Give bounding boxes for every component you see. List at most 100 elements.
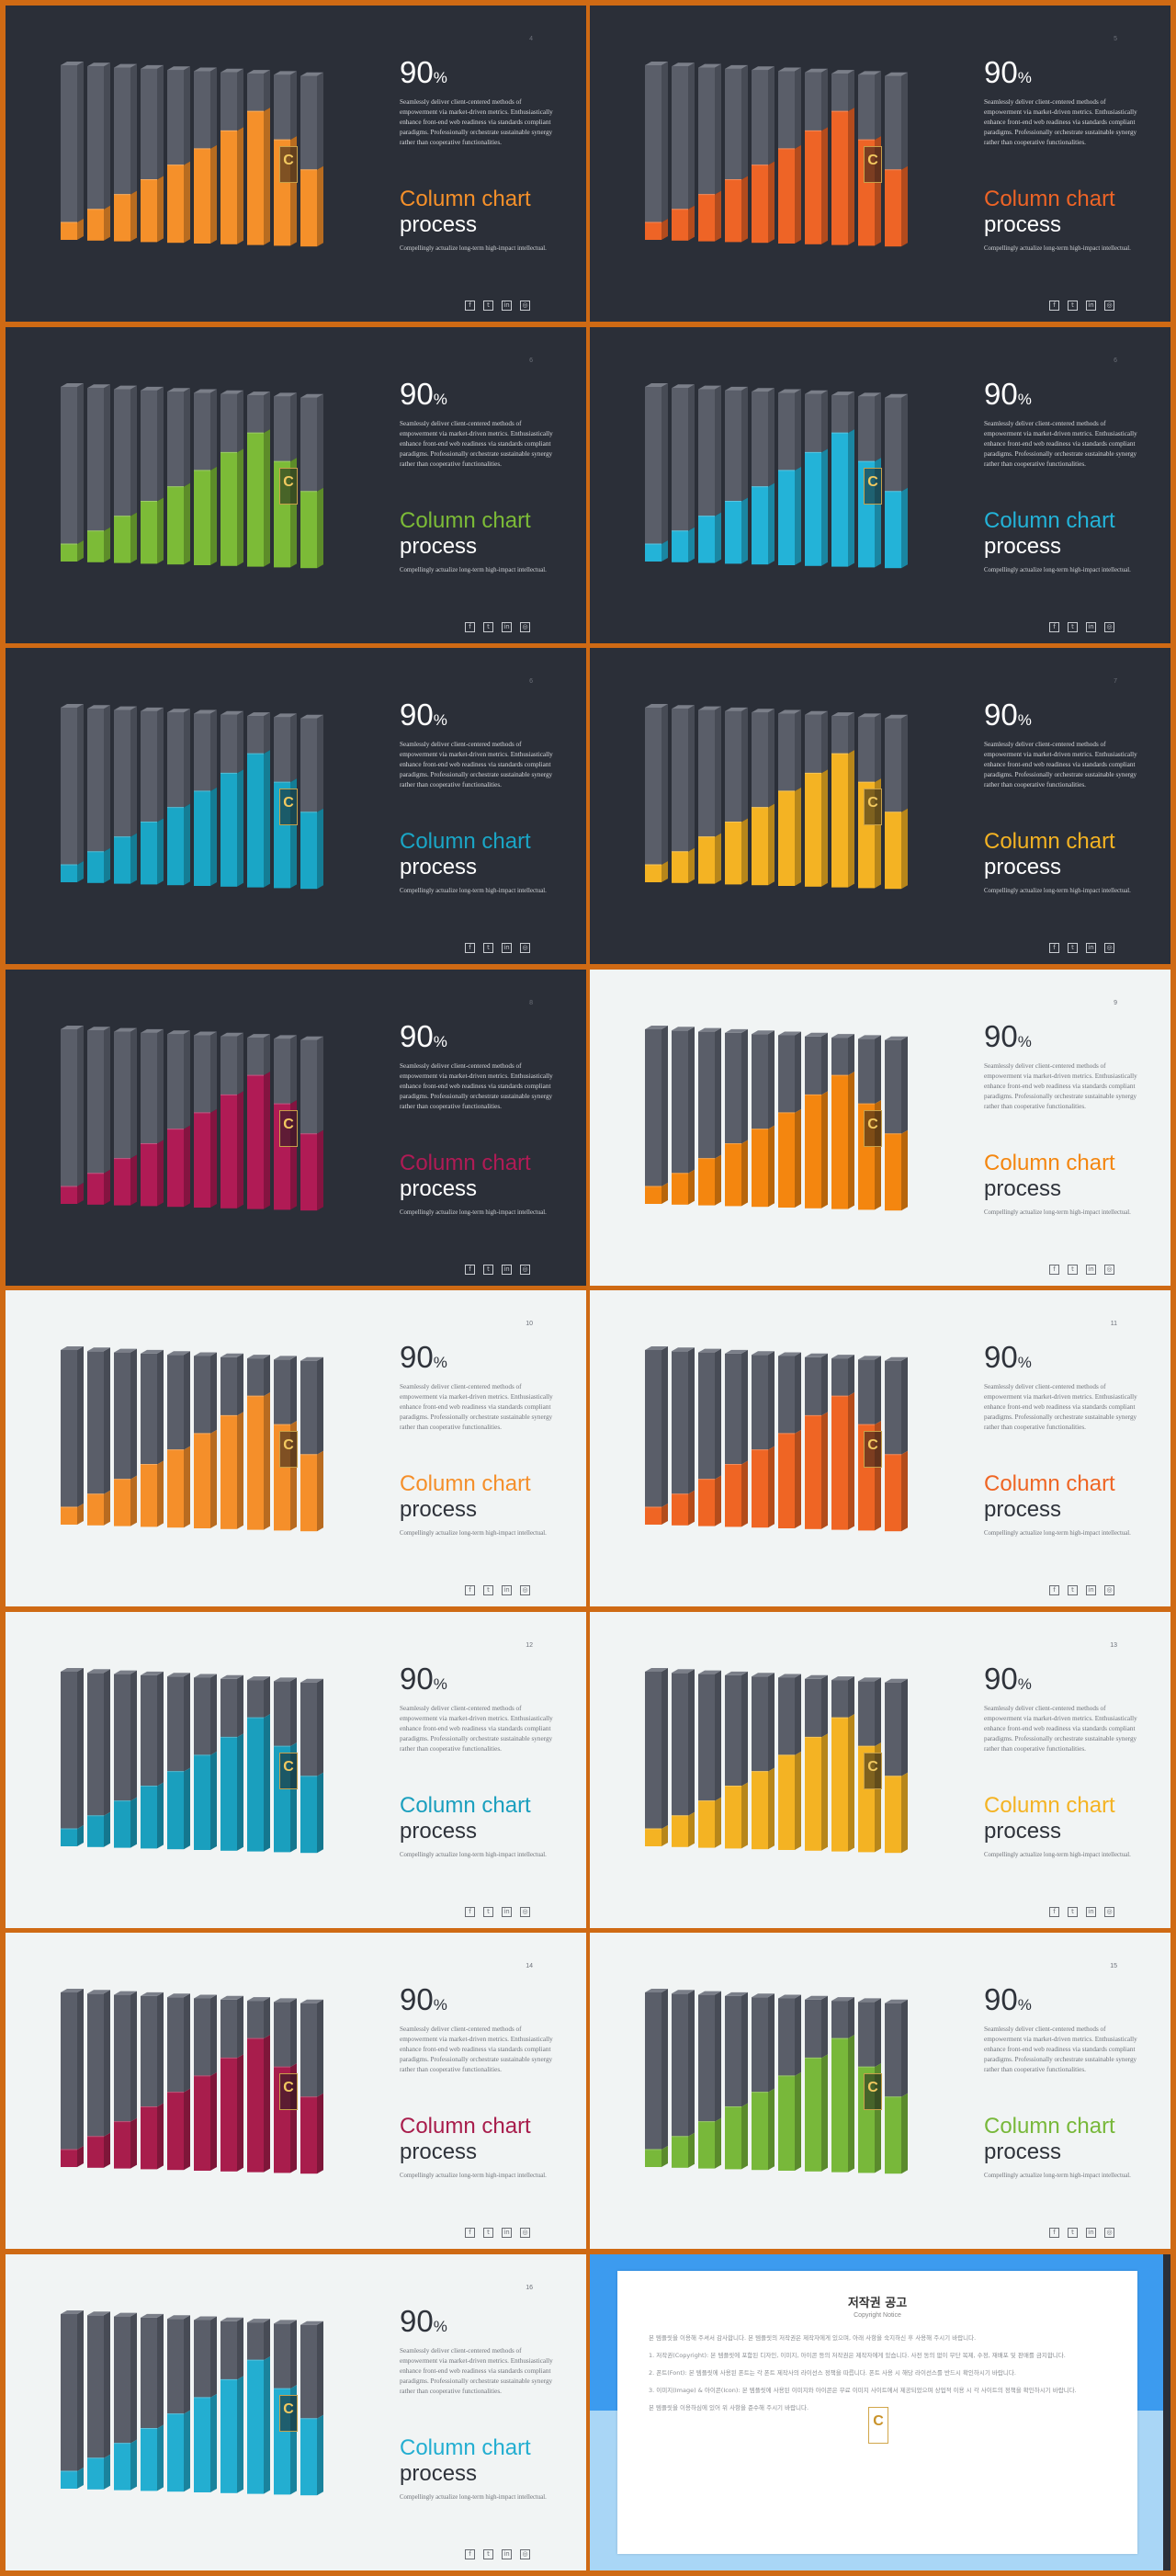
bar-track-side bbox=[901, 1036, 908, 1134]
linkedin-icon[interactable]: in bbox=[1086, 943, 1096, 954]
instagram-icon[interactable]: ◎ bbox=[1104, 1906, 1114, 1917]
copyright-slide[interactable]: 저작권 공고 Copyright Notice 본 템플릿을 이용해 주셔서 감… bbox=[590, 2253, 1170, 2570]
bar-cap bbox=[752, 1351, 775, 1356]
linkedin-icon[interactable]: in bbox=[502, 943, 512, 954]
instagram-icon[interactable]: ◎ bbox=[520, 1264, 530, 1275]
slide-6[interactable]: 7 C 90% Seamlessly deliver client-center… bbox=[590, 648, 1170, 965]
description: Seamlessly deliver client-centered metho… bbox=[400, 741, 553, 789]
facebook-icon[interactable]: f bbox=[465, 1264, 475, 1275]
slide-9[interactable]: 10 C 90% Seamlessly deliver client-cente… bbox=[6, 1290, 586, 1607]
bar-fill-side bbox=[821, 2054, 828, 2173]
instagram-icon[interactable]: ◎ bbox=[520, 301, 530, 311]
bar-track-side bbox=[741, 64, 748, 180]
linkedin-icon[interactable]: in bbox=[502, 1906, 512, 1917]
linkedin-icon[interactable]: in bbox=[1086, 1906, 1096, 1917]
instagram-icon[interactable]: ◎ bbox=[1104, 621, 1114, 632]
instagram-icon[interactable]: ◎ bbox=[520, 943, 530, 954]
bar-track-side bbox=[715, 63, 721, 195]
bar-fill-side bbox=[821, 1091, 828, 1209]
facebook-icon[interactable]: f bbox=[1049, 1906, 1059, 1917]
bar-track bbox=[220, 393, 237, 452]
bar-cap bbox=[805, 68, 828, 73]
twitter-icon[interactable]: t bbox=[483, 1264, 493, 1275]
facebook-icon[interactable]: f bbox=[1049, 2228, 1059, 2239]
bar-track-side bbox=[184, 387, 190, 487]
twitter-icon[interactable]: t bbox=[483, 2548, 493, 2559]
instagram-icon[interactable]: ◎ bbox=[1104, 301, 1114, 311]
instagram-icon[interactable]: ◎ bbox=[520, 2228, 530, 2239]
instagram-icon[interactable]: ◎ bbox=[520, 1585, 530, 1596]
slide-5[interactable]: 6 C 90% Seamlessly deliver client-center… bbox=[6, 648, 586, 965]
bar-track bbox=[698, 1674, 715, 1801]
bar-track-side bbox=[104, 705, 110, 852]
slide-7[interactable]: 8 C 90% Seamlessly deliver client-center… bbox=[6, 969, 586, 1286]
linkedin-icon[interactable]: in bbox=[502, 621, 512, 632]
facebook-icon[interactable]: f bbox=[1049, 621, 1059, 632]
linkedin-icon[interactable]: in bbox=[1086, 301, 1096, 311]
slide-2[interactable]: 5 C 90% Seamlessly deliver client-center… bbox=[590, 6, 1170, 322]
facebook-icon[interactable]: f bbox=[465, 301, 475, 311]
bar-track-side bbox=[688, 705, 695, 852]
facebook-icon[interactable]: f bbox=[1049, 1264, 1059, 1275]
twitter-icon[interactable]: t bbox=[1068, 621, 1078, 632]
linkedin-icon[interactable]: in bbox=[502, 1585, 512, 1596]
twitter-icon[interactable]: t bbox=[1068, 943, 1078, 954]
slide-4[interactable]: 6 C 90% Seamlessly deliver client-center… bbox=[590, 326, 1170, 643]
instagram-icon[interactable]: ◎ bbox=[520, 1906, 530, 1917]
twitter-icon[interactable]: t bbox=[483, 1906, 493, 1917]
twitter-icon[interactable]: t bbox=[483, 621, 493, 632]
bar-fill bbox=[220, 1415, 237, 1530]
bar-track-side bbox=[77, 1346, 84, 1508]
twitter-icon[interactable]: t bbox=[1068, 1264, 1078, 1275]
twitter-icon[interactable]: t bbox=[1068, 301, 1078, 311]
twitter-icon[interactable]: t bbox=[1068, 1585, 1078, 1596]
linkedin-icon[interactable]: in bbox=[502, 301, 512, 311]
instagram-icon[interactable]: ◎ bbox=[1104, 943, 1114, 954]
bar-track-side bbox=[795, 389, 801, 471]
linkedin-icon[interactable]: in bbox=[1086, 2228, 1096, 2239]
instagram-icon[interactable]: ◎ bbox=[520, 2548, 530, 2559]
facebook-icon[interactable]: f bbox=[465, 943, 475, 954]
instagram-icon[interactable]: ◎ bbox=[1104, 2228, 1114, 2239]
slide-14[interactable]: 15 C 90% Seamlessly deliver client-cente… bbox=[590, 1933, 1170, 2250]
linkedin-icon[interactable]: in bbox=[502, 1264, 512, 1275]
bar-track-side bbox=[768, 387, 775, 487]
slide-13[interactable]: 14 C 90% Seamlessly deliver client-cente… bbox=[6, 1933, 586, 2250]
slide-3[interactable]: 6 C 90% Seamlessly deliver client-center… bbox=[6, 326, 586, 643]
facebook-icon[interactable]: f bbox=[1049, 1585, 1059, 1596]
bar-fill-side bbox=[77, 2467, 84, 2489]
facebook-icon[interactable]: f bbox=[465, 1585, 475, 1596]
slide-8[interactable]: 9 C 90% Seamlessly deliver client-center… bbox=[590, 969, 1170, 1286]
twitter-icon[interactable]: t bbox=[483, 2228, 493, 2239]
facebook-icon[interactable]: f bbox=[465, 621, 475, 632]
twitter-icon[interactable]: t bbox=[1068, 1906, 1078, 1917]
facebook-icon[interactable]: f bbox=[465, 1906, 475, 1917]
bar-track bbox=[274, 2002, 290, 2068]
slide-15[interactable]: 16 C 90% Seamlessly deliver client-cente… bbox=[6, 2253, 586, 2570]
facebook-icon[interactable]: f bbox=[465, 2548, 475, 2559]
bar-fill bbox=[805, 2058, 821, 2173]
linkedin-icon[interactable]: in bbox=[1086, 621, 1096, 632]
linkedin-icon[interactable]: in bbox=[1086, 1585, 1096, 1596]
instagram-icon[interactable]: ◎ bbox=[520, 621, 530, 632]
twitter-icon[interactable]: t bbox=[483, 943, 493, 954]
bar-fill bbox=[247, 2360, 264, 2494]
facebook-icon[interactable]: f bbox=[1049, 301, 1059, 311]
slide-12[interactable]: 13 C 90% Seamlessly deliver client-cente… bbox=[590, 1611, 1170, 1928]
facebook-icon[interactable]: f bbox=[1049, 943, 1059, 954]
linkedin-icon[interactable]: in bbox=[1086, 1264, 1096, 1275]
twitter-icon[interactable]: t bbox=[1068, 2228, 1078, 2239]
slide-11[interactable]: 12 C 90% Seamlessly deliver client-cente… bbox=[6, 1611, 586, 1928]
instagram-icon[interactable]: ◎ bbox=[1104, 1585, 1114, 1596]
slide-10[interactable]: 11 C 90% Seamlessly deliver client-cente… bbox=[590, 1290, 1170, 1607]
description: Seamlessly deliver client-centered metho… bbox=[400, 1061, 553, 1110]
twitter-icon[interactable]: t bbox=[483, 1585, 493, 1596]
linkedin-icon[interactable]: in bbox=[502, 2228, 512, 2239]
linkedin-icon[interactable]: in bbox=[502, 2548, 512, 2559]
twitter-icon[interactable]: t bbox=[483, 301, 493, 311]
bar-track bbox=[247, 74, 264, 112]
bar-fill-side bbox=[821, 769, 828, 887]
slide-1[interactable]: 4 C 90% Seamlessly deliver client-center… bbox=[6, 6, 586, 322]
instagram-icon[interactable]: ◎ bbox=[1104, 1264, 1114, 1275]
facebook-icon[interactable]: f bbox=[465, 2228, 475, 2239]
